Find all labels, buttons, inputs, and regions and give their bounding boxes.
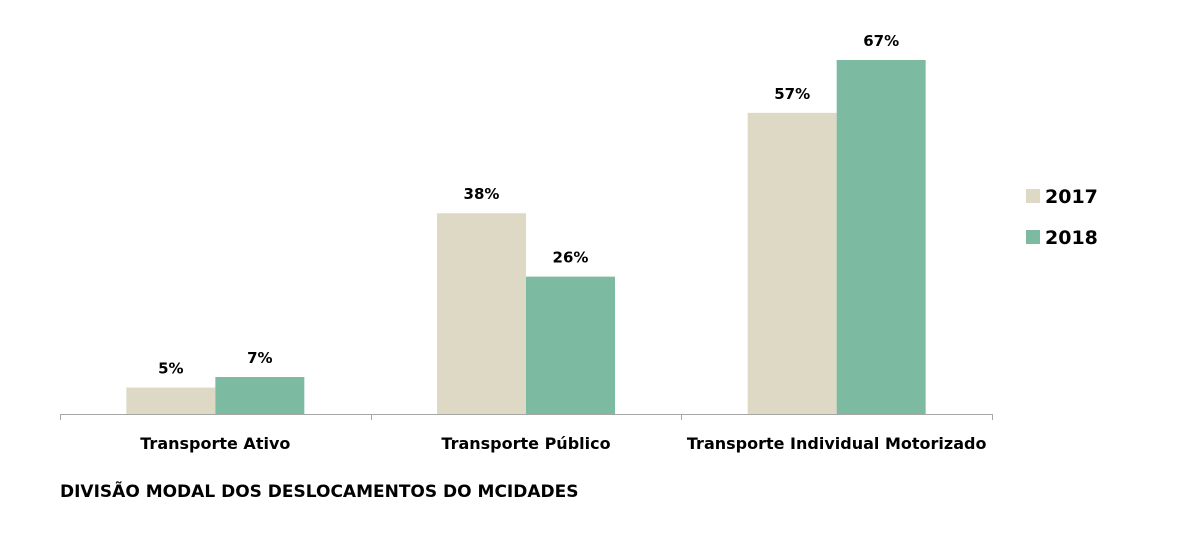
data-label: 57%	[774, 85, 810, 103]
chart-caption: DIVISÃO MODAL DOS DESLOCAMENTOS DO MCIDA…	[60, 482, 579, 502]
data-labels-layer: 5% 7% 38% 26% 57% 67%	[158, 32, 899, 378]
bar-2017-2	[437, 213, 526, 414]
legend-swatch-2018	[1026, 230, 1040, 244]
legend: 2017 2018	[1026, 186, 1098, 249]
category-labels-layer: Transporte Ativo Transporte Público Transp…	[140, 434, 986, 453]
legend-label: 2017	[1045, 186, 1098, 208]
category-label: Transporte Individual Motorizado	[687, 434, 987, 453]
data-label: 7%	[247, 349, 272, 367]
legend-label: 2018	[1045, 227, 1098, 249]
data-label: 38%	[464, 185, 500, 203]
bars-layer	[126, 60, 926, 415]
category-label: Transporte Público	[441, 434, 610, 453]
bar-2017-1	[126, 387, 216, 414]
bar-2018-3	[836, 60, 926, 414]
category-label: Transporte Ativo	[140, 434, 290, 453]
bar-2018-1	[215, 377, 305, 414]
data-label: 67%	[863, 32, 899, 50]
legend-swatch-2017	[1026, 189, 1040, 203]
data-label: 26%	[553, 249, 589, 267]
bar-2018-2	[526, 276, 615, 414]
bar-2017-3	[747, 112, 837, 415]
axis-layer	[60, 414, 993, 420]
data-label: 5%	[158, 360, 183, 378]
